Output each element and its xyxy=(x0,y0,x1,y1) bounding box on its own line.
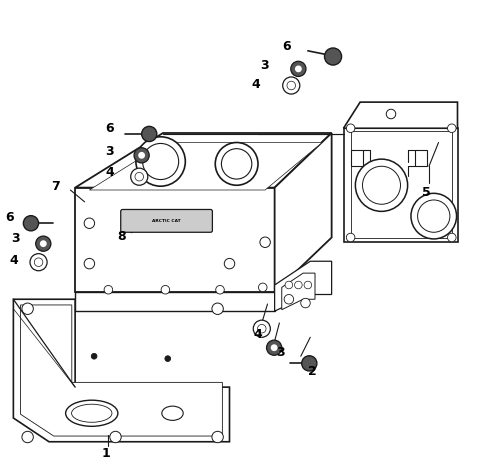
Text: 6: 6 xyxy=(282,39,291,53)
Circle shape xyxy=(40,240,47,247)
Polygon shape xyxy=(351,131,452,238)
Circle shape xyxy=(267,340,282,355)
Circle shape xyxy=(260,237,271,247)
Circle shape xyxy=(36,236,51,251)
Circle shape xyxy=(130,168,148,185)
Polygon shape xyxy=(351,150,362,166)
Text: 4: 4 xyxy=(251,77,260,91)
Circle shape xyxy=(411,193,456,239)
Circle shape xyxy=(30,254,47,271)
Polygon shape xyxy=(275,133,332,292)
Polygon shape xyxy=(21,305,222,436)
Circle shape xyxy=(304,281,312,289)
Text: 3: 3 xyxy=(276,346,284,359)
Text: 6: 6 xyxy=(106,122,114,135)
Circle shape xyxy=(138,152,145,159)
Text: 4: 4 xyxy=(9,254,18,267)
Circle shape xyxy=(22,431,33,443)
Circle shape xyxy=(386,109,396,119)
Circle shape xyxy=(302,356,317,371)
Circle shape xyxy=(141,126,157,142)
Polygon shape xyxy=(344,128,457,242)
Polygon shape xyxy=(75,133,332,188)
Circle shape xyxy=(34,258,43,266)
Text: 5: 5 xyxy=(422,186,431,199)
Circle shape xyxy=(23,216,39,231)
Ellipse shape xyxy=(162,406,183,420)
Polygon shape xyxy=(275,261,332,311)
Text: 6: 6 xyxy=(6,210,14,224)
Circle shape xyxy=(104,285,113,294)
Circle shape xyxy=(285,281,293,289)
Polygon shape xyxy=(13,299,229,442)
Circle shape xyxy=(287,81,295,90)
Polygon shape xyxy=(282,273,315,310)
Text: 4: 4 xyxy=(106,166,114,180)
Circle shape xyxy=(224,258,235,269)
Circle shape xyxy=(253,320,271,337)
Circle shape xyxy=(284,294,293,304)
Circle shape xyxy=(294,281,302,289)
Circle shape xyxy=(212,303,223,314)
Circle shape xyxy=(258,324,266,333)
Circle shape xyxy=(142,143,179,180)
Circle shape xyxy=(418,200,450,232)
Circle shape xyxy=(259,283,267,292)
Circle shape xyxy=(161,285,170,294)
Circle shape xyxy=(84,218,95,228)
Circle shape xyxy=(325,48,342,65)
Polygon shape xyxy=(415,150,427,166)
Circle shape xyxy=(362,166,401,204)
Circle shape xyxy=(165,356,171,361)
Circle shape xyxy=(91,353,97,359)
Text: 2: 2 xyxy=(308,365,317,378)
Circle shape xyxy=(221,149,252,179)
FancyBboxPatch shape xyxy=(121,209,212,232)
Circle shape xyxy=(447,233,456,242)
Ellipse shape xyxy=(65,400,118,427)
Circle shape xyxy=(282,77,300,94)
Circle shape xyxy=(355,159,408,211)
Circle shape xyxy=(212,431,223,443)
Circle shape xyxy=(135,172,143,181)
Polygon shape xyxy=(89,142,322,190)
Text: 3: 3 xyxy=(11,232,20,246)
Circle shape xyxy=(301,298,310,308)
Polygon shape xyxy=(75,188,275,292)
Circle shape xyxy=(22,303,33,314)
Circle shape xyxy=(134,148,149,163)
Text: ARCTIC CAT: ARCTIC CAT xyxy=(152,219,181,223)
Circle shape xyxy=(347,124,355,133)
Circle shape xyxy=(136,137,185,186)
Circle shape xyxy=(84,258,95,269)
Circle shape xyxy=(215,142,258,185)
Text: 3: 3 xyxy=(106,144,114,158)
Polygon shape xyxy=(75,292,275,311)
Circle shape xyxy=(447,124,456,133)
Circle shape xyxy=(295,66,302,72)
Circle shape xyxy=(110,431,121,443)
Circle shape xyxy=(271,344,278,351)
Ellipse shape xyxy=(72,404,112,422)
Circle shape xyxy=(347,233,355,242)
Polygon shape xyxy=(344,102,457,128)
Circle shape xyxy=(291,61,306,76)
Text: 4: 4 xyxy=(254,328,262,341)
Text: 7: 7 xyxy=(51,180,60,193)
Text: 1: 1 xyxy=(102,447,110,460)
Text: 8: 8 xyxy=(117,229,126,243)
Circle shape xyxy=(216,285,224,294)
Text: 3: 3 xyxy=(260,59,269,72)
